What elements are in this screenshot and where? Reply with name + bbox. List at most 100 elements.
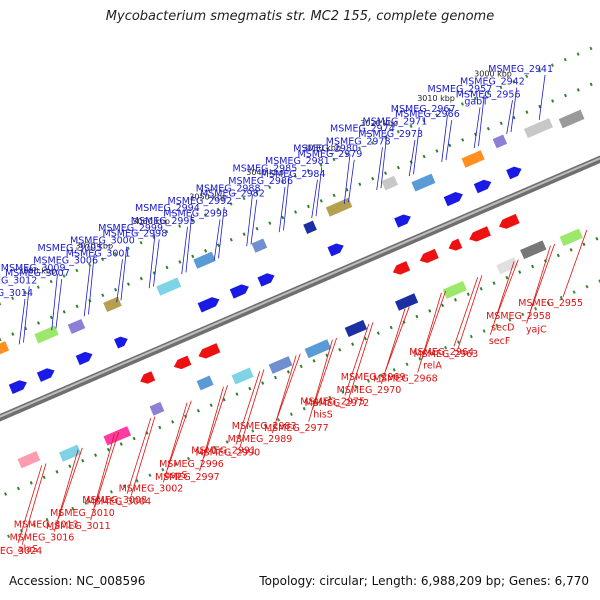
feature-block-bottom bbox=[58, 444, 82, 462]
gene-leader-top bbox=[185, 214, 193, 273]
gene-label-bottom: alaS bbox=[18, 544, 38, 555]
gene-leader-bottom bbox=[421, 290, 446, 360]
gene-leader-bottom bbox=[526, 245, 551, 324]
reverse-gene-arrow bbox=[419, 248, 439, 263]
gene-label-bottom: MSMEG_2977 bbox=[264, 423, 329, 434]
gene-leader-top bbox=[218, 206, 225, 259]
gene-label-bottom: MSMEG_3008 bbox=[82, 495, 147, 506]
feature-block-bottom bbox=[149, 401, 165, 416]
feature-block-top bbox=[558, 109, 585, 129]
gene-label-top: MSMEG_2995 bbox=[131, 216, 196, 227]
gene-leader-top bbox=[246, 194, 253, 247]
reverse-gene-arrow bbox=[498, 213, 520, 229]
feature-block-top bbox=[523, 118, 553, 139]
gene-label-top: MSMEG_2974 bbox=[330, 124, 395, 135]
forward-gene-arrow bbox=[506, 166, 522, 180]
gene-label-top: MSMEG_3012 bbox=[0, 275, 37, 286]
feature-block-bottom bbox=[559, 228, 583, 247]
scale-tick-label: 3060 kbp bbox=[132, 217, 170, 226]
gene-leader-top bbox=[18, 298, 26, 345]
gene-leader-bottom bbox=[239, 369, 265, 447]
gene-leader-bottom bbox=[94, 432, 119, 508]
scale-tick-label: 3030 kbp bbox=[303, 143, 341, 152]
feature-block-bottom bbox=[520, 240, 547, 260]
gene-label-top: MSMEG_2998 bbox=[103, 228, 168, 239]
gene-leader-bottom bbox=[417, 292, 442, 373]
gene-label-bottom: MSMEG_2963 bbox=[413, 349, 478, 360]
forward-gene-arrow bbox=[473, 179, 492, 194]
gene-leader-top bbox=[311, 179, 318, 219]
reverse-gene-arrow bbox=[173, 355, 192, 370]
gene-leader-top bbox=[413, 127, 420, 175]
gene-label-top: MSMEG_2985 bbox=[233, 163, 298, 174]
gene-leader-top bbox=[408, 139, 416, 177]
gene-leader-bottom bbox=[90, 433, 115, 521]
gene-label-bottom: MSMEG_2968 bbox=[373, 374, 438, 385]
gene-leader-bottom bbox=[562, 229, 588, 298]
gene-label-bottom: MSMEG_3024 bbox=[0, 546, 42, 557]
gene-leader-top bbox=[510, 87, 518, 133]
gene-leader-bottom bbox=[58, 447, 83, 519]
gene-label-top: MSMEG_2982 bbox=[200, 189, 265, 200]
scale-tick-label: 3020 kbp bbox=[360, 119, 398, 128]
gene-leader-top bbox=[445, 120, 453, 161]
gene-leader-bottom bbox=[126, 418, 152, 494]
forward-gene-arrow bbox=[197, 297, 220, 313]
gene-leader-bottom bbox=[530, 243, 555, 311]
feature-block-bottom bbox=[344, 319, 368, 338]
feature-block-top bbox=[193, 251, 216, 269]
gene-leader-top bbox=[473, 107, 481, 148]
gene-leader-bottom bbox=[199, 386, 224, 472]
gene-label-top: MSMEG_3006 bbox=[33, 256, 98, 267]
gene-leader-bottom bbox=[308, 339, 333, 422]
feature-block-bottom bbox=[17, 451, 41, 469]
gene-label-top: MSMEG_2966 bbox=[395, 109, 460, 120]
gene-label-top: MSMEG_3005 bbox=[38, 243, 103, 254]
gene-leader-bottom bbox=[276, 353, 301, 421]
gene-label-bottom: aspS bbox=[165, 470, 188, 481]
feature-block-top bbox=[156, 277, 182, 296]
gene-label-top: MSMEG_3000 bbox=[70, 236, 135, 247]
scale-tick-label: 3040 kbp bbox=[246, 168, 284, 177]
gene-label-bottom: MSMEG_2969 bbox=[341, 372, 406, 383]
feature-block-top bbox=[461, 150, 485, 168]
gene-leader-top bbox=[250, 199, 258, 245]
gene-leader-top bbox=[51, 273, 58, 331]
feature-block-bottom bbox=[442, 280, 467, 299]
gene-leader-bottom bbox=[21, 463, 47, 545]
gene-label-bottom: MSMEG_2991 bbox=[191, 446, 256, 457]
feature-block-top bbox=[67, 318, 86, 334]
gene-leader-top bbox=[283, 174, 290, 231]
gene-leader-bottom bbox=[271, 355, 297, 434]
feature-block-top bbox=[103, 296, 122, 313]
feature-block-bottom bbox=[304, 339, 332, 359]
gene-leader-top bbox=[380, 134, 388, 189]
gene-leader-top bbox=[441, 114, 448, 163]
gene-leader-top bbox=[315, 167, 323, 217]
feature-block-top bbox=[303, 220, 317, 234]
gene-label-top: MSMEG_2979 bbox=[298, 149, 363, 160]
gene-leader-bottom bbox=[380, 308, 406, 385]
gene-label-bottom: yajC bbox=[526, 324, 547, 335]
gene-leader-bottom bbox=[489, 261, 515, 335]
forward-gene-arrow bbox=[443, 191, 463, 207]
gene-leader-top bbox=[148, 233, 156, 289]
genome-info-label: Topology: circular; Length: 6,988,209 bp… bbox=[259, 574, 589, 588]
gene-leader-bottom bbox=[162, 402, 188, 483]
gene-label-bottom: MSMEG_3016 bbox=[10, 533, 75, 544]
gene-label-bottom: MSMEG_2997 bbox=[155, 472, 220, 483]
forward-gene-arrow bbox=[327, 243, 344, 257]
feature-block-bottom bbox=[268, 356, 293, 374]
gene-leader-bottom bbox=[167, 400, 192, 470]
gene-label-top: MSMEG_2999 bbox=[98, 223, 163, 234]
forward-gene-arrow bbox=[229, 284, 249, 299]
scale-tick-label: 3070 kbp bbox=[75, 242, 113, 251]
reverse-gene-arrow bbox=[140, 371, 156, 384]
feature-block-top bbox=[325, 197, 353, 217]
gene-label-bottom: MSMEG_3002 bbox=[119, 483, 184, 494]
gene-leader-bottom bbox=[453, 276, 479, 347]
gene-label-bottom: MSMEG_3004 bbox=[86, 497, 151, 508]
gene-leader-bottom bbox=[348, 322, 374, 398]
gene-leader-top bbox=[120, 246, 128, 301]
gene-label-bottom: relA bbox=[423, 360, 442, 371]
